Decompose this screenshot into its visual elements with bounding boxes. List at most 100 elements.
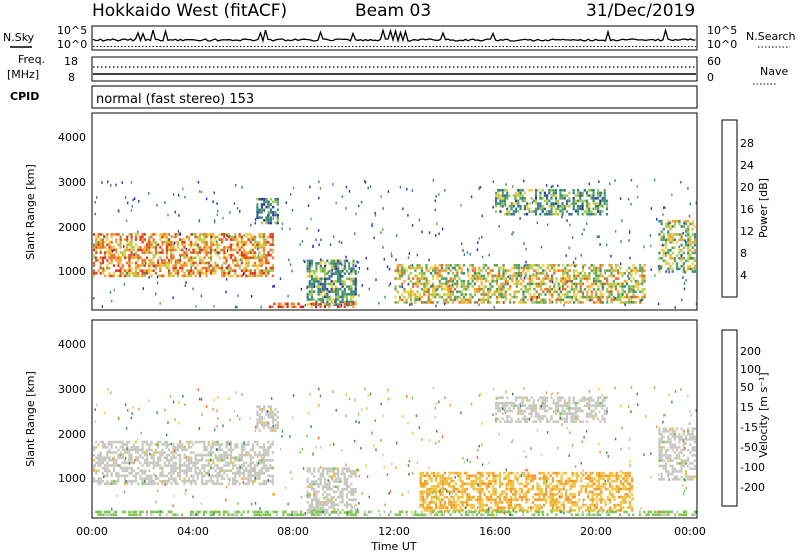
heat-cell xyxy=(498,269,500,272)
heat-cell xyxy=(247,472,249,475)
heat-cell xyxy=(503,506,505,509)
heat-cell xyxy=(265,451,267,454)
heat-cell xyxy=(597,280,599,283)
heat-cell xyxy=(239,469,241,472)
heat-cell xyxy=(270,467,272,470)
heat-cell xyxy=(620,506,622,509)
heat-cell xyxy=(126,240,127,243)
heat-cell xyxy=(474,283,476,286)
heat-cell xyxy=(326,470,328,473)
heat-cell xyxy=(564,288,566,291)
heat-cell xyxy=(350,506,352,509)
heat-cell xyxy=(602,286,603,289)
heat-cell xyxy=(412,189,413,192)
heat-cell xyxy=(533,301,535,304)
heat-cell xyxy=(456,299,458,302)
heat-cell xyxy=(234,477,236,480)
heat-cell xyxy=(311,504,313,507)
heat-cell xyxy=(150,462,152,465)
heat-cell xyxy=(517,194,519,197)
heat-cell xyxy=(267,236,269,239)
heat-cell xyxy=(225,464,227,467)
heat-cell xyxy=(412,291,414,294)
heat-cell xyxy=(420,496,422,499)
heat-cell xyxy=(455,493,457,496)
heat-cell xyxy=(430,301,432,304)
heat-cell xyxy=(428,269,430,272)
heat-cell xyxy=(503,293,505,296)
heat-cell xyxy=(572,504,574,507)
heat-cell xyxy=(337,275,339,278)
heat-cell xyxy=(596,501,598,504)
heat-cell xyxy=(252,467,254,470)
heat-cell xyxy=(582,233,583,236)
heat-cell xyxy=(344,483,346,486)
heat-cell xyxy=(181,269,183,272)
heat-cell xyxy=(678,223,680,226)
heat-cell xyxy=(541,246,542,249)
heat-cell xyxy=(164,462,166,465)
freq-tick-top: 18 xyxy=(64,55,78,68)
heat-cell xyxy=(469,283,471,286)
heat-cell xyxy=(358,294,359,297)
heat-cell xyxy=(492,206,493,209)
heat-cell xyxy=(692,233,694,236)
heat-cell xyxy=(389,284,390,287)
heat-cell xyxy=(221,241,223,244)
heat-cell xyxy=(225,262,227,265)
heat-cell xyxy=(190,244,192,247)
heat-cell xyxy=(435,488,437,491)
heat-cell xyxy=(521,498,523,501)
heat-cell xyxy=(144,477,146,480)
heat-cell xyxy=(270,408,272,411)
heat-cell xyxy=(148,462,150,465)
heat-cell xyxy=(203,469,205,472)
heat-cell xyxy=(236,469,238,472)
heat-cell xyxy=(236,262,238,265)
heat-cell xyxy=(250,272,252,275)
heat-cell xyxy=(333,236,334,239)
heat-cell xyxy=(442,480,444,483)
heat-cell xyxy=(328,483,330,486)
heat-cell xyxy=(164,451,166,454)
heat-cell xyxy=(111,275,113,278)
heat-cell xyxy=(644,280,646,283)
heat-cell xyxy=(106,464,108,467)
heat-cell xyxy=(305,304,306,307)
heat-cell xyxy=(337,272,339,275)
heat-cell xyxy=(665,246,667,249)
heat-cell xyxy=(124,443,126,446)
heat-cell xyxy=(505,280,507,283)
heat-cell xyxy=(225,272,227,275)
heat-cell xyxy=(159,456,161,459)
heat-cell xyxy=(661,220,663,223)
heat-cell xyxy=(146,477,148,480)
heat-cell xyxy=(342,491,344,494)
heat-cell xyxy=(551,267,553,270)
heat-cell xyxy=(133,257,135,260)
heat-cell xyxy=(505,204,506,207)
heat-cell xyxy=(606,301,608,304)
heat-cell xyxy=(166,249,168,252)
heat-cell xyxy=(627,480,629,483)
heat-cell xyxy=(183,462,185,465)
heat-cell xyxy=(611,288,613,291)
heat-cell xyxy=(128,467,130,470)
heat-cell xyxy=(667,223,669,226)
heat-cell xyxy=(606,283,608,286)
heat-cell xyxy=(337,480,339,483)
heat-cell xyxy=(503,267,505,270)
heat-cell xyxy=(455,268,456,271)
heat-cell xyxy=(684,288,685,291)
heat-cell xyxy=(485,299,487,302)
heat-cell xyxy=(155,246,157,249)
heat-cell xyxy=(566,264,568,267)
heat-cell xyxy=(536,483,538,486)
heat-cell xyxy=(150,443,152,446)
heat-cell xyxy=(525,501,527,504)
heat-cell xyxy=(273,217,274,220)
heat-cell xyxy=(93,249,95,252)
heat-cell xyxy=(221,238,223,241)
heat-cell xyxy=(561,216,562,219)
